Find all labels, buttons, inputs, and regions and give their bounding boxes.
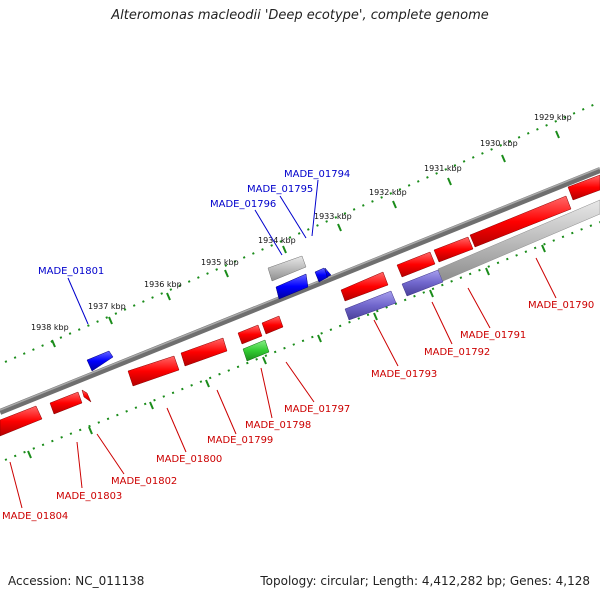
scale-tick (262, 356, 267, 365)
leader-line (373, 319, 399, 367)
scale-tick (149, 401, 154, 410)
leader-line (76, 441, 83, 489)
gene-purple[interactable] (401, 269, 444, 297)
leader-line (431, 301, 453, 345)
gene-red[interactable] (0, 405, 43, 437)
scale-label: 1934 kbp (258, 236, 296, 245)
leader-line (285, 361, 315, 403)
scale-tick (501, 154, 506, 163)
scale-label: 1935 kbp (201, 258, 239, 267)
leader-line (254, 209, 283, 256)
outer-scale-ticks (51, 130, 560, 348)
leader-line (260, 367, 273, 419)
backbone-line (0, 167, 600, 415)
scale-label: 1929 kbp (534, 113, 572, 122)
scale-tick (373, 312, 378, 321)
gene-label-made-01792: MADE_01792 (424, 347, 490, 358)
scale-label: 1933 kbp (314, 212, 352, 221)
genes-lower (0, 174, 600, 437)
outer-scale-dots (4, 101, 600, 363)
gene-blue[interactable] (275, 273, 309, 300)
gene-red[interactable] (261, 315, 284, 335)
gene-label-made-01797: MADE_01797 (284, 404, 350, 415)
gene-label-made-01802: MADE_01802 (111, 476, 177, 487)
scale-tick (429, 289, 434, 298)
scale-label: 1931 kbp (424, 164, 462, 173)
scale-tick (337, 223, 342, 232)
gene-blue[interactable] (324, 267, 332, 278)
scale-tick (447, 177, 452, 186)
gene-red[interactable] (237, 324, 263, 345)
leader-lines-bottom (9, 257, 557, 509)
scale-tick (555, 130, 560, 139)
gene-red[interactable] (340, 271, 389, 302)
gene-red[interactable] (180, 337, 228, 367)
gene-label-made-01793: MADE_01793 (371, 369, 437, 380)
gene-purple[interactable] (344, 290, 397, 321)
genome-summary-text: Topology: circular; Length: 4,412,282 bp… (260, 574, 590, 588)
gene-label-made-01798: MADE_01798 (245, 420, 311, 431)
scale-tick (51, 339, 56, 348)
genome-title: Alteromonas macleodii 'Deep ecotype', co… (111, 8, 489, 23)
outer-scale: 1929 kbp 1930 kbp 1931 kbp 1932 kbp 1933… (4, 101, 600, 363)
scale-label: 1930 kbp (480, 139, 518, 148)
scale-tick (166, 292, 171, 301)
gene-label-made-01801: MADE_01801 (38, 266, 104, 277)
gene-red[interactable] (127, 355, 180, 387)
leader-line (9, 461, 23, 509)
leader-line (311, 179, 319, 237)
gene-label-made-01790: MADE_01790 (528, 300, 594, 311)
scale-label: 1936 kbp (144, 280, 182, 289)
scale-label: 1937 kbp (88, 302, 126, 311)
gene-red[interactable] (396, 251, 436, 278)
scale-tick (27, 450, 32, 459)
leader-line (279, 195, 307, 239)
gene-label-made-01791: MADE_01791 (460, 330, 526, 341)
gene-red[interactable] (433, 236, 474, 263)
scale-tick (485, 267, 490, 276)
scale-tick (108, 316, 113, 325)
scale-tick (541, 244, 546, 253)
gene-label-made-01799: MADE_01799 (207, 435, 273, 446)
leader-line (535, 257, 557, 299)
gene-red[interactable] (567, 174, 600, 201)
scale-tick (205, 379, 210, 388)
gene-label-made-01794: MADE_01794 (284, 169, 350, 180)
inner-scale (4, 221, 600, 461)
gene-red[interactable] (49, 391, 83, 415)
gene-grey[interactable] (437, 199, 600, 282)
gene-label-made-01800: MADE_01800 (156, 454, 222, 465)
scale-tick (392, 200, 397, 209)
gene-label-made-01804: MADE_01804 (2, 511, 68, 522)
gene-red[interactable] (469, 195, 572, 248)
gene-green[interactable] (242, 339, 270, 362)
gene-red[interactable] (81, 389, 92, 403)
inner-scale-ticks (27, 244, 546, 459)
scale-tick (282, 245, 287, 254)
gene-blue[interactable] (314, 267, 329, 283)
leader-line (166, 407, 187, 453)
gene-blue[interactable] (86, 350, 114, 372)
scale-label: 1938 kbp (31, 323, 69, 332)
scale-tick (224, 269, 229, 278)
accession-text: Accession: NC_011138 (8, 574, 145, 588)
leader-line (216, 389, 237, 435)
genes-upper (86, 255, 332, 372)
gene-grey[interactable] (267, 255, 307, 282)
leader-line (96, 433, 125, 475)
inner-scale-dots (4, 221, 600, 461)
gene-label-made-01796: MADE_01796 (210, 199, 276, 210)
gene-label-made-01795: MADE_01795 (247, 184, 313, 195)
gene-label-made-01803: MADE_01803 (56, 491, 122, 502)
leader-lines-top (67, 179, 319, 325)
scale-tick (317, 334, 322, 343)
leader-line (467, 287, 491, 329)
scale-label: 1932 kbp (369, 188, 407, 197)
leader-line (67, 277, 89, 325)
scale-tick (88, 426, 93, 435)
